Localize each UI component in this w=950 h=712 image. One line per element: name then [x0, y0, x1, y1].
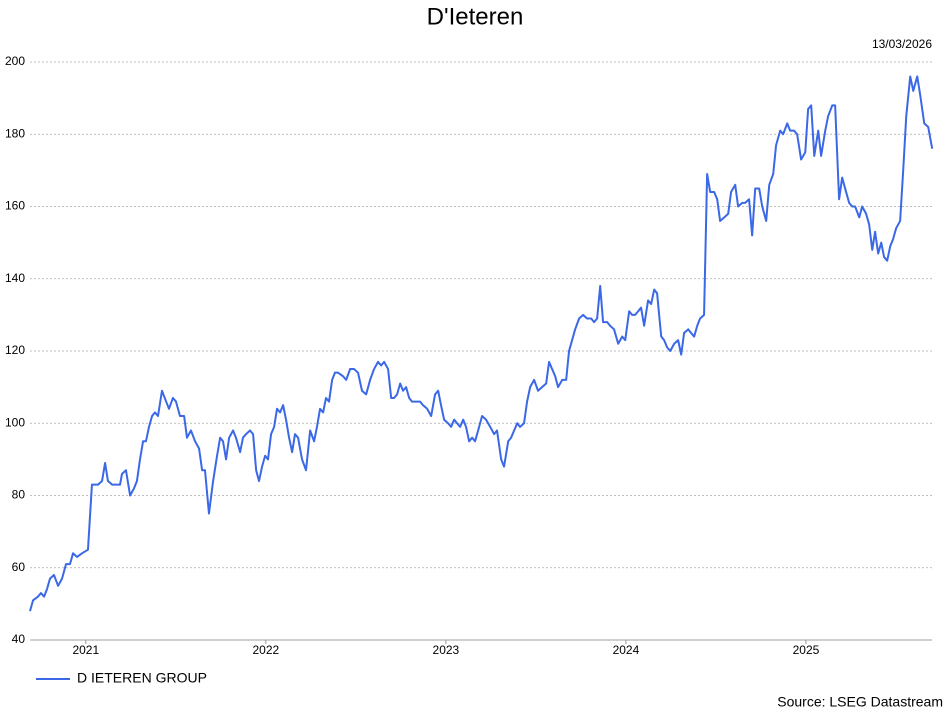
y-tick-label: 160: [5, 199, 25, 213]
y-tick-label: 100: [5, 415, 25, 429]
x-tick-label: 2025: [793, 643, 820, 657]
y-tick-label: 120: [5, 343, 25, 357]
y-tick-label: 60: [12, 560, 26, 574]
y-tick-label: 200: [5, 54, 25, 68]
y-tick-label: 80: [12, 488, 26, 502]
y-tick-label: 180: [5, 126, 25, 140]
chart-title: D'Ieteren: [427, 3, 524, 30]
legend-label: D IETEREN GROUP: [77, 670, 207, 686]
y-tick-label: 140: [5, 271, 25, 285]
date-label: 13/03/2026: [872, 37, 932, 51]
series-line: [29, 75, 934, 612]
x-tick-label: 2024: [613, 643, 640, 657]
x-tick-label: 2023: [433, 643, 460, 657]
x-tick-label: 2021: [72, 643, 99, 657]
x-tick-label: 2022: [253, 643, 280, 657]
source-note: Source: LSEG Datastream: [777, 694, 943, 710]
y-tick-label: 40: [12, 632, 26, 646]
